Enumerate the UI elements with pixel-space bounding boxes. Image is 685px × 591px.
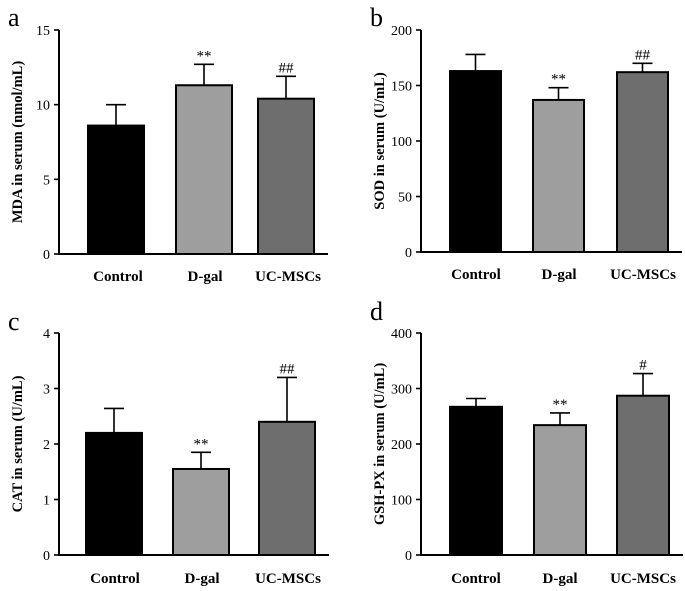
significance-label: # — [639, 358, 647, 374]
y-tick-label: 100 — [391, 135, 412, 150]
bar-d-gal — [532, 98, 585, 254]
panel-letter: d — [370, 297, 383, 326]
chart-panel-b: b SOD in serum (U/mL) 0 50 100 150 200 Control *… — [370, 3, 682, 283]
y-tick-label: 400 — [391, 327, 412, 342]
panel-letter: a — [8, 3, 20, 32]
y-tick-label: 0 — [43, 248, 50, 263]
bar-uc-mscs — [258, 420, 316, 556]
x-tick-label: UC-MSCs — [610, 267, 676, 283]
significance-label: ## — [635, 47, 651, 63]
y-axis-label: SOD in serum (U/mL) — [372, 72, 388, 210]
y-tick-label: 200 — [391, 438, 412, 453]
y-tick-label: 15 — [36, 24, 50, 39]
y-tick-label: 150 — [391, 80, 412, 95]
panel-letter: c — [8, 307, 20, 336]
y-tick-label: 5 — [43, 173, 50, 188]
y-tick-label: 1 — [43, 494, 50, 509]
bar-uc-mscs — [616, 394, 670, 556]
y-axis-label: MDA in serum (nmol/mL) — [10, 61, 26, 223]
bar-control — [87, 124, 145, 255]
y-tick-label: 0 — [405, 549, 412, 564]
y-tick-label: 10 — [36, 99, 50, 114]
x-tick-label: D-gal — [543, 571, 578, 587]
bar-control — [449, 405, 503, 556]
x-tick-label: Control — [90, 571, 140, 587]
panel-letter: b — [370, 3, 383, 32]
y-tick-label: 200 — [391, 24, 412, 39]
x-tick-label: UC-MSCs — [610, 571, 676, 587]
x-tick-label: Control — [451, 267, 501, 283]
significance-label: ## — [279, 60, 295, 76]
y-tick-label: 0 — [43, 549, 50, 564]
x-tick-label: D-gal — [188, 269, 223, 285]
significance-label: ** — [194, 436, 209, 452]
bar-uc-mscs — [257, 97, 315, 256]
x-tick-label: Control — [451, 571, 501, 587]
significance-label: ** — [551, 72, 566, 88]
y-axis-label: GSH-PX in serum (U/mL) — [372, 363, 388, 525]
significance-label: ** — [197, 48, 212, 64]
x-tick-label: D-gal — [542, 267, 577, 283]
y-tick-label: 100 — [391, 494, 412, 509]
bar-control — [449, 70, 502, 253]
significance-label: ## — [280, 361, 296, 377]
y-tick-label: 2 — [43, 438, 50, 453]
chart-panel-a: a MDA in serum (nmol/mL) 0 5 10 15 Control ** D-… — [8, 3, 328, 285]
y-tick-label: 4 — [43, 327, 50, 342]
bar-d-gal — [533, 424, 587, 556]
y-tick-label: 0 — [405, 246, 412, 261]
chart-panel-d: d GSH-PX in serum (U/mL) 0 100 200 300 400 Cont… — [370, 297, 683, 587]
significance-label: ** — [553, 397, 568, 413]
x-tick-label: UC-MSCs — [255, 269, 321, 285]
y-tick-label: 3 — [43, 383, 50, 398]
y-tick-label: 50 — [398, 191, 412, 206]
bar-d-gal — [175, 84, 233, 256]
bar-d-gal — [172, 467, 230, 557]
y-axis-label: CAT in serum (U/mL) — [10, 375, 26, 512]
y-tick-label: 300 — [391, 383, 412, 398]
chart-panel-c: c CAT in serum (U/mL) 0 1 2 3 4 Control ** D-gal #… — [8, 307, 329, 587]
x-tick-label: UC-MSCs — [255, 571, 321, 587]
x-tick-label: D-gal — [185, 571, 220, 587]
bar-uc-mscs — [616, 71, 669, 254]
x-tick-label: Control — [93, 269, 143, 285]
bar-control — [85, 431, 143, 556]
